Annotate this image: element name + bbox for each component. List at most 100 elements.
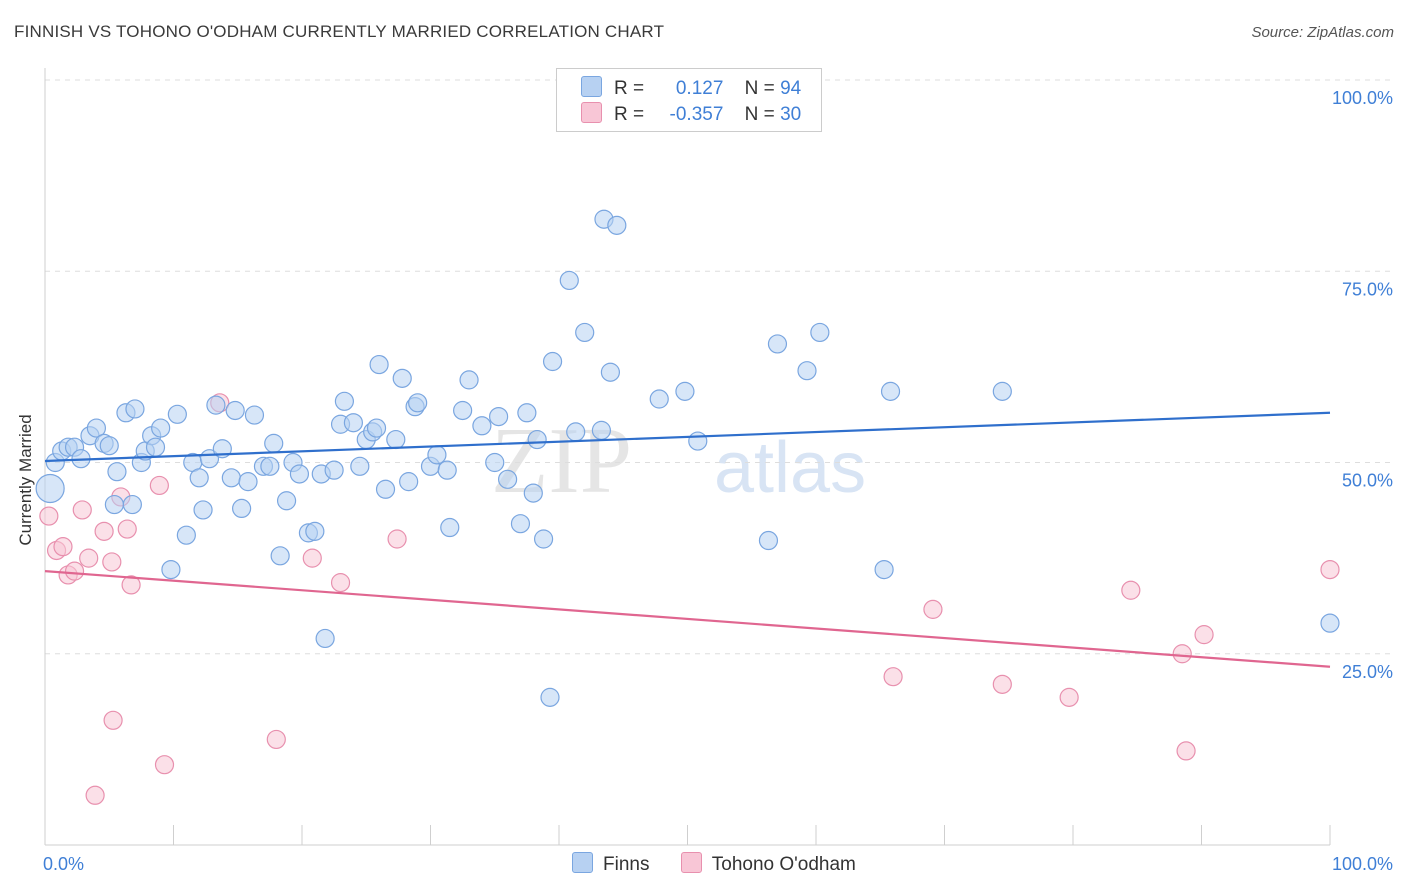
- finns-point: [591, 420, 612, 440]
- series-tohono-points: [39, 393, 1340, 805]
- tohono-point: [1172, 644, 1192, 664]
- finns-point: [797, 361, 817, 381]
- finns-point: [472, 416, 492, 436]
- finns-point: [193, 500, 213, 520]
- r-value: 0.127: [675, 78, 724, 99]
- finns-trend-line: [44, 411, 1331, 463]
- finns-point: [161, 559, 181, 580]
- tohono-point: [103, 710, 123, 730]
- finns-point: [366, 418, 387, 438]
- tohono-point: [302, 548, 322, 568]
- tohono-point: [992, 674, 1012, 694]
- tick-labels: 25.0% 50.0% 75.0% 100.0% 0.0% 100.0%: [43, 88, 1393, 874]
- tohono-point: [39, 506, 59, 526]
- tohono-point: [72, 500, 92, 520]
- finns-point: [343, 413, 363, 433]
- finns-point: [206, 395, 226, 415]
- finns-point: [86, 418, 107, 438]
- finns-swatch: [581, 76, 602, 97]
- tohono-point: [330, 573, 351, 593]
- finns-point: [688, 431, 708, 451]
- finns-point: [104, 494, 124, 515]
- n-value: 30: [780, 104, 802, 125]
- tohono-swatch: [581, 102, 602, 123]
- tohono-point: [53, 537, 73, 557]
- finns-point: [767, 334, 788, 354]
- tohono-point: [266, 729, 286, 750]
- y-tick-label: 100.0%: [1332, 88, 1393, 108]
- y-tick-label: 75.0%: [1342, 279, 1393, 299]
- tohono-point: [883, 667, 903, 687]
- tohono-point: [387, 529, 407, 549]
- legend-item-tohono[interactable]: Tohono O'odham: [680, 852, 856, 876]
- r-label: R =: [614, 104, 645, 125]
- finns-point: [408, 393, 428, 413]
- finns-point: [260, 456, 280, 476]
- tohono-point: [117, 519, 137, 539]
- finns-point: [289, 464, 310, 484]
- finns-point: [176, 525, 196, 545]
- series-legend: Finns Tohono O'odham: [572, 852, 882, 876]
- finns-point: [369, 354, 389, 375]
- finns-point: [221, 468, 241, 488]
- stats-legend: R = 0.127 N = 94 R = -0.357 N = 30: [556, 68, 822, 132]
- finns-point: [874, 559, 894, 580]
- legend-label-tohono: Tohono O'odham: [711, 854, 856, 875]
- trend-lines: [44, 411, 1331, 668]
- x-tick-label: 0.0%: [43, 854, 84, 874]
- tohono-point: [102, 552, 122, 572]
- tohono-point: [1176, 741, 1196, 761]
- tohono-point: [121, 575, 141, 595]
- tohono-point: [1320, 559, 1340, 580]
- finns-point: [324, 460, 344, 480]
- finns-point: [189, 468, 209, 488]
- finns-point: [334, 391, 355, 411]
- finns-point: [35, 473, 65, 504]
- finns-point: [107, 462, 127, 482]
- finns-point: [992, 381, 1012, 401]
- tohono-point: [79, 548, 99, 568]
- legend-item-finns[interactable]: Finns: [572, 852, 649, 876]
- finns-point: [232, 498, 252, 518]
- tohono-trend-line: [44, 570, 1331, 668]
- series-finns-points: [35, 209, 1340, 707]
- finns-point: [392, 368, 412, 388]
- finns-point: [167, 404, 187, 424]
- finns-point: [540, 687, 560, 707]
- finns-point: [122, 494, 142, 515]
- finns-point: [427, 445, 447, 465]
- axes: [44, 68, 1331, 846]
- finns-point: [399, 472, 419, 492]
- stats-row-finns: R = 0.127 N = 94: [581, 76, 801, 100]
- finns-point: [600, 362, 621, 382]
- n-value: 94: [780, 78, 802, 99]
- finns-point: [453, 400, 473, 421]
- finns-point: [440, 517, 460, 538]
- tohono-point: [1059, 687, 1079, 707]
- tohono-swatch: [680, 852, 702, 873]
- y-tick-label: 25.0%: [1342, 662, 1393, 682]
- finns-point: [225, 400, 245, 421]
- finns-point: [375, 479, 396, 499]
- tohono-point: [85, 785, 105, 805]
- finns-point: [276, 491, 297, 511]
- finns-point: [810, 322, 830, 343]
- tohono-point: [923, 599, 943, 619]
- finns-point: [485, 452, 505, 473]
- r-value: -0.357: [669, 104, 724, 125]
- finns-point: [125, 399, 145, 419]
- finns-point: [533, 529, 554, 549]
- finns-point: [559, 270, 579, 291]
- finns-point: [238, 472, 258, 492]
- finns-point: [386, 429, 406, 450]
- finns-point: [350, 456, 370, 476]
- y-axis-title-text: Currently Married: [16, 414, 35, 546]
- finns-point: [498, 469, 518, 489]
- source-credit: Source: ZipAtlas.com: [1251, 24, 1394, 41]
- finns-point: [542, 351, 563, 372]
- finns-point: [649, 389, 669, 409]
- finns-point: [264, 433, 284, 453]
- watermark: ZIP atlas: [491, 409, 866, 513]
- finns-point: [99, 436, 119, 456]
- finns-point: [270, 546, 290, 566]
